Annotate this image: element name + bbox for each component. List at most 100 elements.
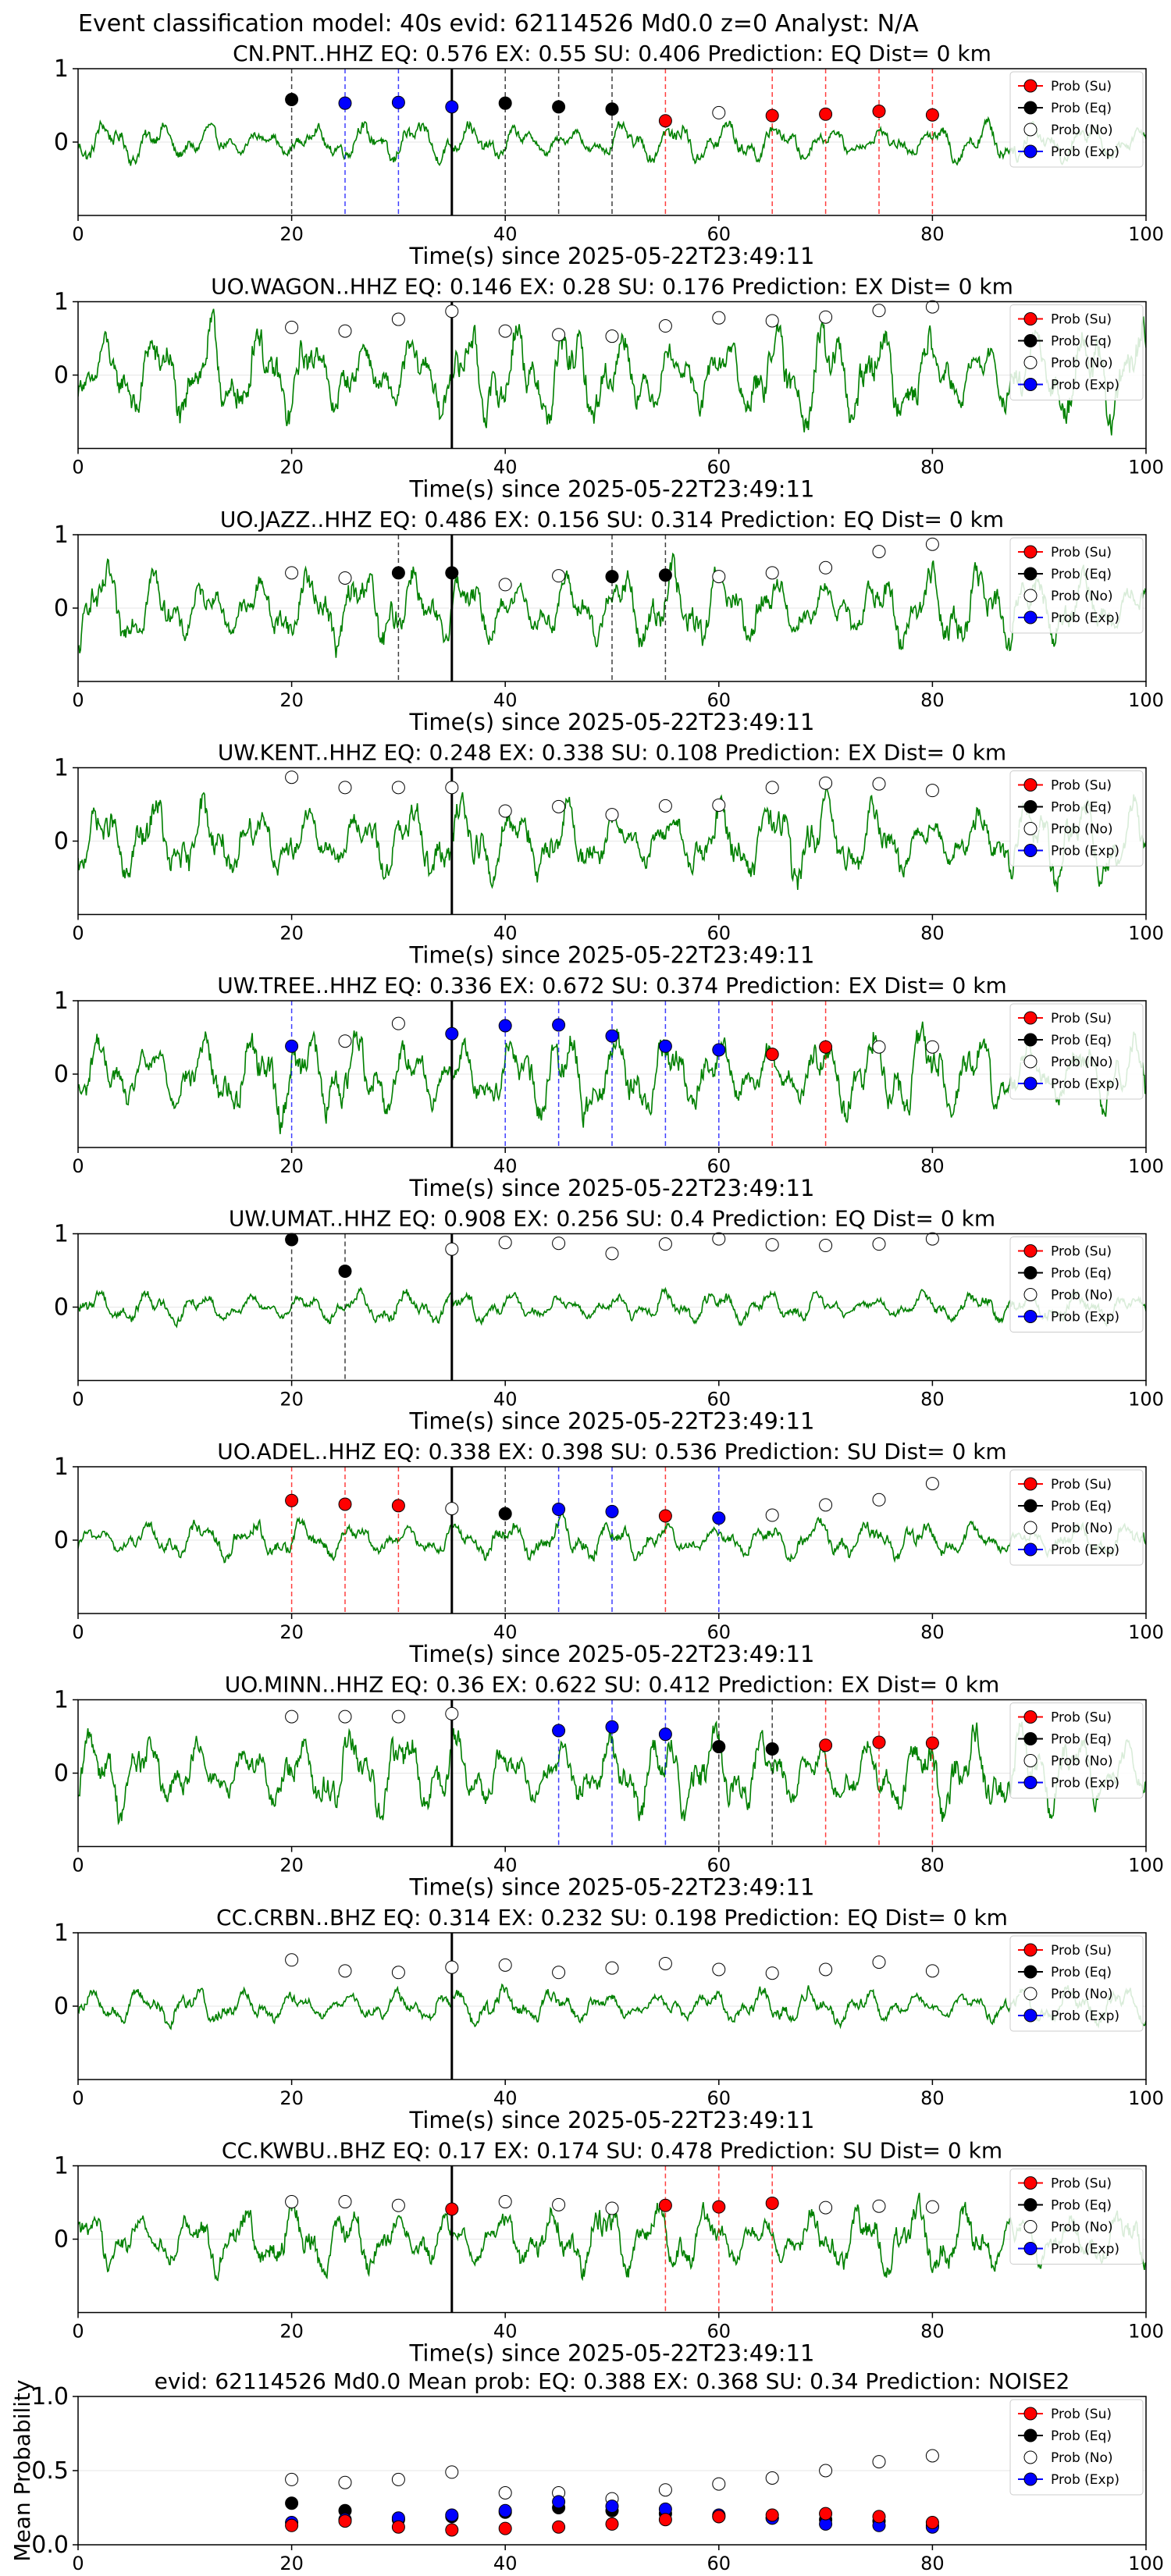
- x-tick-label: 60: [707, 457, 731, 479]
- legend-label-no: Prob (No): [1051, 1987, 1113, 2002]
- mean-point-su: [819, 2507, 833, 2521]
- mean-point-no: [819, 2464, 833, 2478]
- legend-marker-exp: [1023, 1542, 1038, 1557]
- panel-title: CC.KWBU..BHZ EQ: 0.17 EX: 0.174 SU: 0.47…: [222, 2138, 1002, 2164]
- y-tick-label: 0: [54, 2226, 69, 2254]
- prob-point-no: [498, 1236, 512, 1250]
- prob-point-no: [819, 310, 833, 324]
- prob-point-su: [658, 1509, 672, 1523]
- legend-marker-exp: [1023, 610, 1038, 624]
- legend-marker-su: [1023, 312, 1038, 326]
- prob-point-no: [498, 1958, 512, 1972]
- x-tick-label: 100: [1128, 2087, 1164, 2109]
- prob-point-eq: [391, 566, 405, 580]
- prob-point-su: [925, 1736, 939, 1750]
- prob-point-no: [819, 560, 833, 575]
- legend-label-eq: Prob (Eq): [1051, 2428, 1112, 2444]
- legend-label-su: Prob (Su): [1051, 545, 1112, 560]
- legend-label-su: Prob (Su): [1051, 312, 1112, 328]
- station-panel: UW.TREE..HHZ EQ: 0.336 EX: 0.672 SU: 0.3…: [54, 973, 1164, 1201]
- mean-point-su: [765, 2508, 779, 2522]
- prob-point-eq: [498, 96, 512, 110]
- legend-label-su: Prob (Su): [1051, 2407, 1112, 2422]
- prob-point-no: [391, 2198, 405, 2212]
- prob-point-no: [285, 1710, 299, 1724]
- prob-point-no: [872, 1955, 886, 1969]
- legend-marker-exp: [1023, 2242, 1038, 2255]
- prob-point-exp: [552, 1503, 566, 1517]
- prob-point-exp: [445, 1026, 459, 1041]
- x-tick-label: 0: [72, 1155, 84, 1177]
- legend-marker-exp: [1023, 378, 1038, 391]
- panel-title: UO.MINN..HHZ EQ: 0.36 EX: 0.622 SU: 0.41…: [225, 1672, 1000, 1698]
- legend: Prob (Su) Prob (Eq) Prob (No) Prob (Exp): [1009, 1469, 1144, 1566]
- legend-frame: [1009, 1703, 1144, 1799]
- x-tick-label: 80: [920, 2321, 945, 2343]
- x-tick-label: 60: [707, 689, 731, 711]
- prob-point-su: [819, 1738, 833, 1752]
- mean-point-no: [872, 2455, 886, 2469]
- prob-point-no: [765, 566, 779, 580]
- prob-point-su: [765, 2196, 779, 2210]
- x-tick-label: 60: [707, 2087, 731, 2109]
- legend-label-eq: Prob (Eq): [1051, 2198, 1112, 2214]
- prob-point-no: [765, 781, 779, 795]
- mean-point-no: [285, 2472, 299, 2486]
- prob-point-su: [925, 108, 939, 122]
- prob-point-no: [552, 1236, 566, 1251]
- prob-point-no: [338, 2195, 352, 2209]
- prob-point-exp: [658, 1727, 672, 1742]
- x-tick-label: 60: [707, 923, 731, 945]
- x-tick-label: 20: [279, 223, 304, 245]
- panel-title: UW.UMAT..HHZ EQ: 0.908 EX: 0.256 SU: 0.4…: [229, 1206, 995, 1232]
- legend-marker-no: [1023, 589, 1038, 603]
- legend: Prob (Su) Prob (Eq) Prob (No) Prob (Exp): [1009, 1935, 1144, 2032]
- mean-point-su: [552, 2520, 566, 2534]
- legend-label-exp: Prob (Exp): [1051, 1310, 1119, 1325]
- prob-point-eq: [605, 102, 619, 116]
- prob-point-exp: [712, 1511, 726, 1525]
- mean-point-su: [712, 2510, 726, 2524]
- prob-point-no: [605, 329, 619, 343]
- legend-frame: [1009, 2169, 1144, 2265]
- x-tick-label: 100: [1128, 457, 1164, 479]
- legend-frame: [1009, 71, 1144, 168]
- x-tick-label: 40: [493, 1389, 518, 1411]
- prob-point-no: [498, 324, 512, 338]
- legend-marker-exp: [1023, 1776, 1038, 1789]
- legend-label-eq: Prob (Eq): [1051, 800, 1112, 816]
- waveform-trace: [78, 1286, 1146, 1329]
- legend-frame: [1009, 1935, 1144, 2032]
- prob-point-no: [925, 784, 939, 798]
- legend: Prob (Su) Prob (Eq) Prob (No) Prob (Exp): [1009, 770, 1144, 866]
- prob-point-no: [445, 1502, 459, 1516]
- y-axis-label: Mean Probability: [9, 2379, 35, 2561]
- legend-label-exp: Prob (Exp): [1051, 1542, 1119, 1558]
- prob-point-exp: [658, 1039, 672, 1053]
- x-tick-label: 20: [279, 1155, 304, 1177]
- panel-title: UO.ADEL..HHZ EQ: 0.338 EX: 0.398 SU: 0.5…: [217, 1439, 1006, 1464]
- prob-point-no: [552, 799, 566, 813]
- station-panel: UW.KENT..HHZ EQ: 0.248 EX: 0.338 SU: 0.1…: [54, 740, 1164, 969]
- prob-point-no: [552, 2197, 566, 2211]
- x-tick-label: 0: [72, 2553, 84, 2574]
- legend: Prob (Su) Prob (Eq) Prob (No) Prob (Exp): [1009, 304, 1144, 400]
- prob-point-eq: [552, 100, 566, 114]
- prob-point-no: [712, 311, 726, 325]
- legend-label-no: Prob (No): [1051, 123, 1113, 138]
- prob-point-no: [819, 2201, 833, 2215]
- mean-panel: evid: 62114526 Md0.0 Mean prob: EQ: 0.38…: [9, 2368, 1164, 2574]
- axes-frame: [77, 68, 1147, 216]
- x-axis-label: Time(s) since 2025-05-22T23:49:11: [409, 1874, 815, 1901]
- prob-point-exp: [712, 1043, 726, 1057]
- prob-point-no: [819, 1962, 833, 1976]
- legend-label-su: Prob (Su): [1051, 778, 1112, 794]
- prob-point-su: [391, 1499, 405, 1513]
- prob-point-exp: [552, 1018, 566, 1032]
- mean-point-exp: [498, 2503, 512, 2517]
- prob-point-su: [658, 2198, 672, 2212]
- axes-frame: [77, 1699, 1147, 1848]
- prob-point-no: [552, 569, 566, 583]
- prob-point-no: [872, 2199, 886, 2213]
- prob-point-no: [712, 798, 726, 812]
